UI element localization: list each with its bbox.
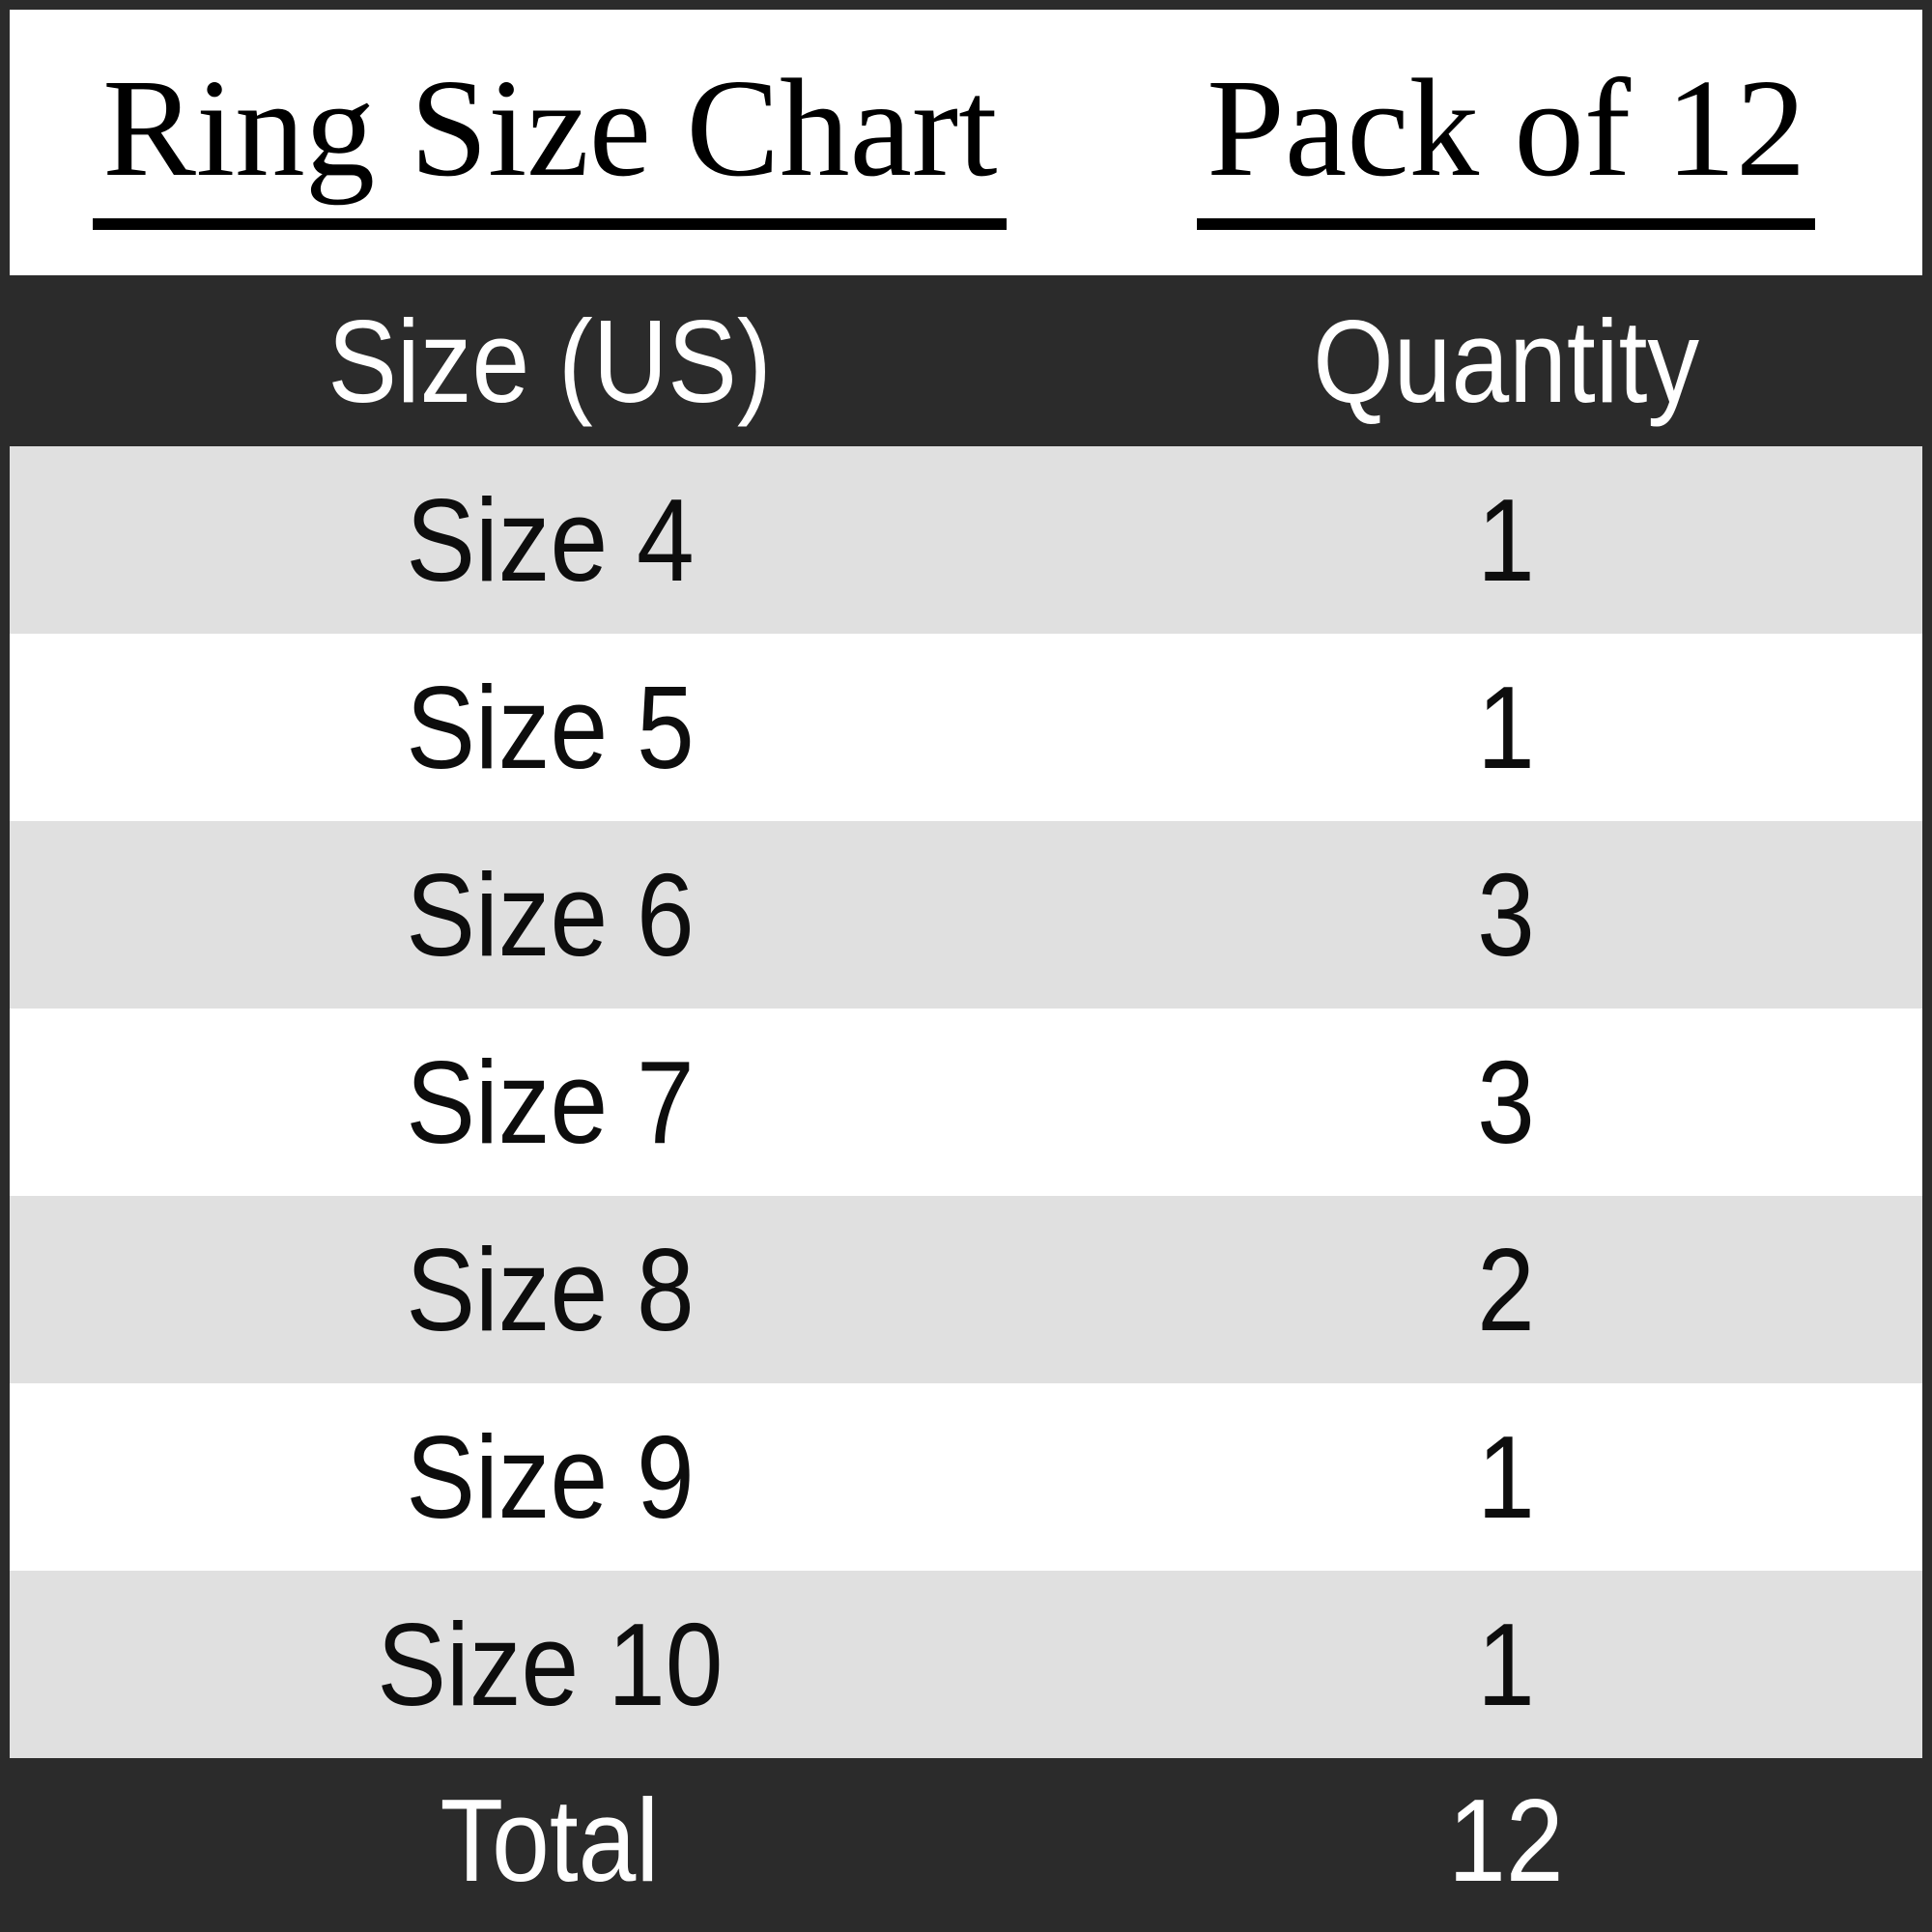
size-cell: Size 6: [10, 856, 1091, 974]
title-left-cell: Ring Size Chart: [10, 55, 1091, 230]
size-cell: Size 10: [10, 1605, 1091, 1723]
quantity-value: 2: [1477, 1224, 1536, 1355]
size-cell: Size 5: [10, 668, 1091, 786]
quantity-value: 3: [1477, 1037, 1536, 1168]
size-cell: Size 7: [10, 1043, 1091, 1161]
quantity-value: 1: [1477, 474, 1536, 606]
chart-title: Ring Size Chart: [93, 55, 1008, 230]
quantity-cell: 3: [1091, 856, 1922, 974]
table-header-row: Size (US) Quantity: [10, 275, 1922, 446]
total-value-cell: 12: [1091, 1781, 1922, 1899]
table-row: Size 7 3: [10, 1009, 1922, 1196]
quantity-value: 1: [1477, 1411, 1536, 1543]
total-row: Total 12: [10, 1758, 1922, 1922]
quantity-cell: 1: [1091, 1605, 1922, 1723]
quantity-cell: 1: [1091, 668, 1922, 786]
table-row: Size 4 1: [10, 446, 1922, 634]
table-row: Size 5 1: [10, 634, 1922, 821]
quantity-value: 1: [1477, 662, 1536, 793]
size-value: Size 8: [406, 1224, 695, 1355]
table-row: Size 9 1: [10, 1383, 1922, 1571]
size-value: Size 10: [377, 1599, 724, 1730]
header-size-label: Size (US): [327, 295, 773, 427]
size-value: Size 6: [406, 849, 695, 980]
size-cell: Size 8: [10, 1231, 1091, 1349]
header-quantity-label: Quantity: [1313, 295, 1700, 427]
title-right-cell: Pack of 12: [1091, 55, 1922, 230]
total-label: Total: [440, 1775, 660, 1906]
header-size-column: Size (US): [10, 302, 1091, 420]
quantity-value: 3: [1477, 849, 1536, 980]
quantity-cell: 3: [1091, 1043, 1922, 1161]
quantity-value: 1: [1477, 1599, 1536, 1730]
size-cell: Size 9: [10, 1418, 1091, 1536]
size-value: Size 7: [406, 1037, 695, 1168]
header-quantity-column: Quantity: [1091, 302, 1922, 420]
table-row: Size 8 2: [10, 1196, 1922, 1383]
total-label-cell: Total: [10, 1781, 1091, 1899]
quantity-cell: 1: [1091, 1418, 1922, 1536]
quantity-cell: 1: [1091, 481, 1922, 599]
title-row: Ring Size Chart Pack of 12: [10, 10, 1922, 275]
total-value: 12: [1448, 1775, 1565, 1906]
size-value: Size 5: [406, 662, 695, 793]
size-value: Size 4: [406, 474, 695, 606]
size-value: Size 9: [406, 1411, 695, 1543]
pack-size-title: Pack of 12: [1197, 55, 1816, 230]
table-row: Size 10 1: [10, 1571, 1922, 1758]
quantity-cell: 2: [1091, 1231, 1922, 1349]
size-cell: Size 4: [10, 481, 1091, 599]
table-row: Size 6 3: [10, 821, 1922, 1009]
